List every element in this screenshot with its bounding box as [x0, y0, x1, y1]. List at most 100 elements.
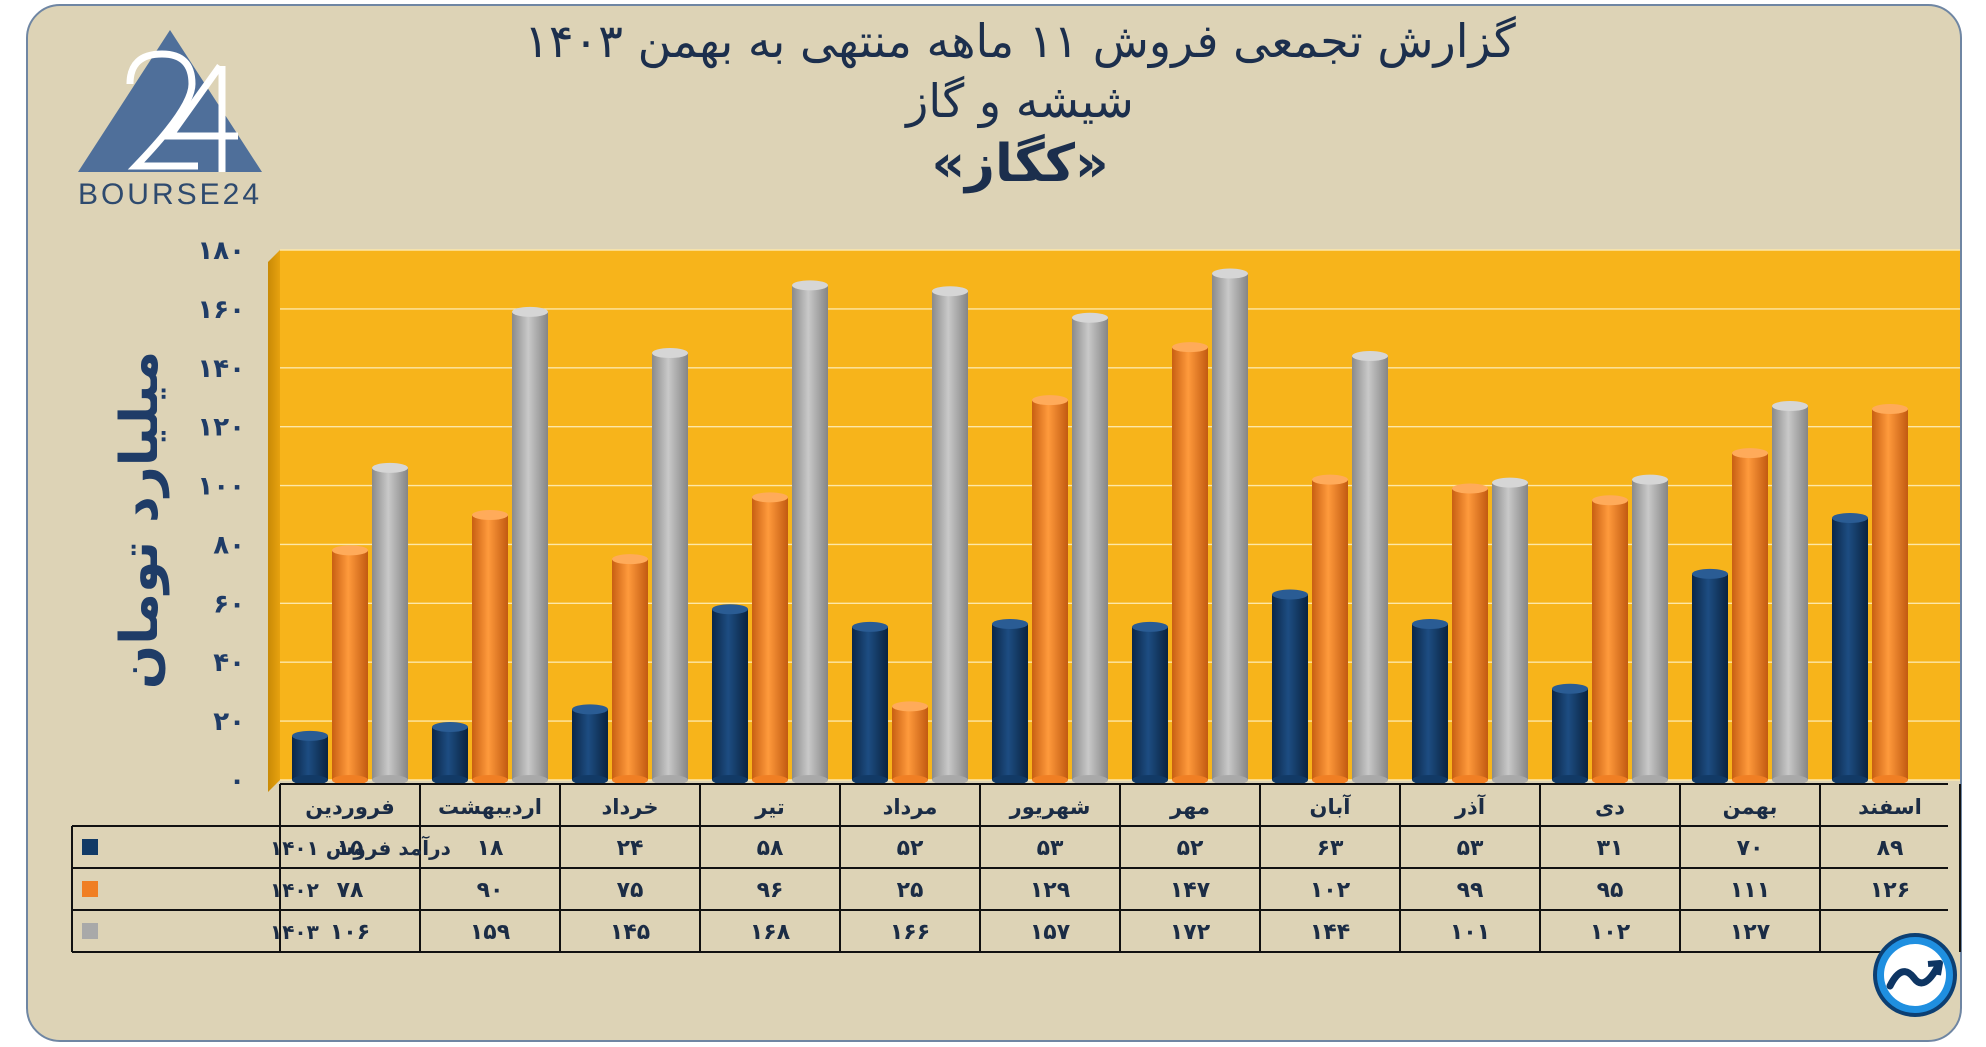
- bar-base: [1492, 775, 1528, 785]
- y-axis: ۰ ۲۰ ۴۰ ۶۰ ۸۰ ۱۰۰ ۱۲۰ ۱۴۰ ۱۶۰ ۱۸۰: [197, 236, 245, 796]
- data-label: ۹۵: [1597, 878, 1624, 903]
- y-tick-label: ۸۰: [213, 530, 245, 560]
- y-tick-label: ۱۲۰: [197, 413, 245, 443]
- bar-top: [1732, 448, 1768, 459]
- bar-base: [892, 775, 928, 785]
- bar-top: [1592, 495, 1628, 506]
- bar-base: [1772, 775, 1808, 785]
- bar-2-8: [1492, 477, 1528, 785]
- legend-swatch: [82, 881, 98, 897]
- bar-base: [852, 775, 888, 785]
- bar-base: [432, 775, 468, 785]
- trend-up-circle-icon: [1873, 933, 1957, 1017]
- data-label: ۷۰: [1737, 836, 1764, 861]
- bar-top: [1032, 395, 1068, 406]
- bar-2-4: [932, 286, 968, 785]
- bar-body: [332, 550, 368, 780]
- bar-top: [1452, 483, 1488, 494]
- bar-base: [1872, 775, 1908, 785]
- data-label: ۱۲۶: [1870, 878, 1910, 903]
- chart-title: گزارش تجمعی فروش ۱۱ ماهه منتهی به بهمن ۱…: [420, 10, 1620, 198]
- y-tick-label: ۱۶۰: [197, 295, 245, 325]
- legend-label: ۱۴۰۳: [270, 920, 319, 944]
- bar-2-6: [1212, 268, 1248, 785]
- bar-top: [432, 722, 468, 732]
- bar-base: [372, 775, 408, 785]
- data-label: ۱۵: [337, 836, 364, 861]
- bar-base: [512, 775, 548, 785]
- data-label: ۱۴۴: [1310, 920, 1350, 945]
- bar-0-0: [292, 730, 328, 785]
- data-label: ۱۶۸: [750, 920, 791, 945]
- bar-1-10: [1732, 448, 1768, 785]
- data-label: ۱۷۲: [1170, 920, 1211, 945]
- title-line-2: شیشه و گاز: [906, 74, 1134, 128]
- data-label: ۲۴: [617, 836, 644, 861]
- bar-0-11: [1832, 512, 1868, 785]
- bar-top: [1212, 268, 1248, 279]
- bar-body: [712, 609, 748, 780]
- bar-body: [1172, 347, 1208, 780]
- bar-2-2: [652, 348, 688, 785]
- bar-1-8: [1452, 483, 1488, 785]
- bar-base: [1352, 775, 1388, 785]
- bar-0-9: [1552, 683, 1588, 785]
- bar-top: [1412, 618, 1448, 629]
- bar-1-7: [1312, 474, 1348, 785]
- bar-top: [752, 492, 788, 503]
- bar-body: [1552, 688, 1588, 780]
- bar-top: [852, 621, 888, 632]
- data-label: ۹۰: [477, 878, 504, 903]
- bar-top: [612, 554, 648, 565]
- bar-top: [1772, 401, 1808, 412]
- bar-body: [1872, 409, 1908, 780]
- bar-2-5: [1072, 312, 1108, 785]
- bar-body: [932, 291, 968, 780]
- category-label: فروردین: [305, 795, 395, 819]
- bar-base: [1072, 775, 1108, 785]
- bar-0-8: [1412, 618, 1448, 785]
- data-label: ۱۲۹: [1030, 878, 1070, 903]
- bar-top: [372, 462, 408, 473]
- bar-body: [852, 626, 888, 780]
- bar-base: [1632, 775, 1668, 785]
- bar-body: [1412, 623, 1448, 780]
- bar-base: [472, 775, 508, 785]
- bar-top: [1552, 683, 1588, 694]
- data-label: ۳۱: [1597, 836, 1624, 861]
- bar-body: [1692, 573, 1728, 780]
- bar-1-0: [332, 545, 368, 785]
- bar-2-9: [1632, 474, 1668, 785]
- bar-top: [1352, 351, 1388, 361]
- bar-top: [1692, 568, 1728, 579]
- category-label: تیر: [754, 795, 785, 819]
- bar-body: [652, 353, 688, 780]
- bar-body: [612, 559, 648, 780]
- bar-top: [892, 701, 928, 712]
- bar-base: [1592, 775, 1628, 785]
- category-label: آذر: [1454, 794, 1486, 819]
- bar-0-7: [1272, 589, 1308, 785]
- bar-top: [652, 348, 688, 359]
- bar-top: [992, 618, 1028, 629]
- bar-top: [1492, 477, 1528, 488]
- title-line-3: «کگاز»: [931, 134, 1109, 194]
- bars: [292, 268, 1908, 785]
- data-label: ۱۵۹: [470, 920, 510, 945]
- data-label: ۱۵۷: [1030, 920, 1071, 945]
- data-label: ۱۶۶: [890, 920, 930, 945]
- bar-base: [792, 775, 828, 785]
- bar-base: [1452, 775, 1488, 785]
- data-label: ۱۱۱: [1730, 878, 1770, 903]
- bar-top: [572, 704, 608, 715]
- bar-body: [752, 497, 788, 780]
- bar-base: [572, 775, 608, 785]
- bar-base: [1312, 775, 1348, 785]
- bar-base: [712, 775, 748, 785]
- bar-body: [1352, 356, 1388, 780]
- data-table: فروردین اردیبهشت خرداد تیر مرداد شهریور مهر آبا…: [71, 783, 1961, 953]
- bar-body: [572, 709, 608, 780]
- bar-base: [1212, 775, 1248, 785]
- bar-base: [1272, 775, 1308, 785]
